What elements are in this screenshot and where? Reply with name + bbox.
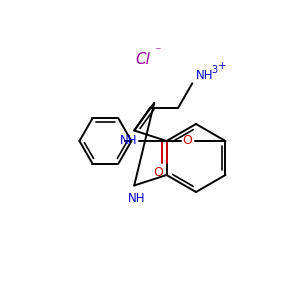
Text: +: + xyxy=(218,61,227,71)
Text: 3: 3 xyxy=(211,65,218,75)
Text: NH: NH xyxy=(120,134,137,146)
Text: Cl: Cl xyxy=(136,52,150,68)
Text: O: O xyxy=(182,134,192,146)
Text: NH: NH xyxy=(128,192,145,205)
Text: O: O xyxy=(154,166,164,178)
Text: NH: NH xyxy=(196,69,214,82)
Text: ⁻: ⁻ xyxy=(154,46,160,59)
